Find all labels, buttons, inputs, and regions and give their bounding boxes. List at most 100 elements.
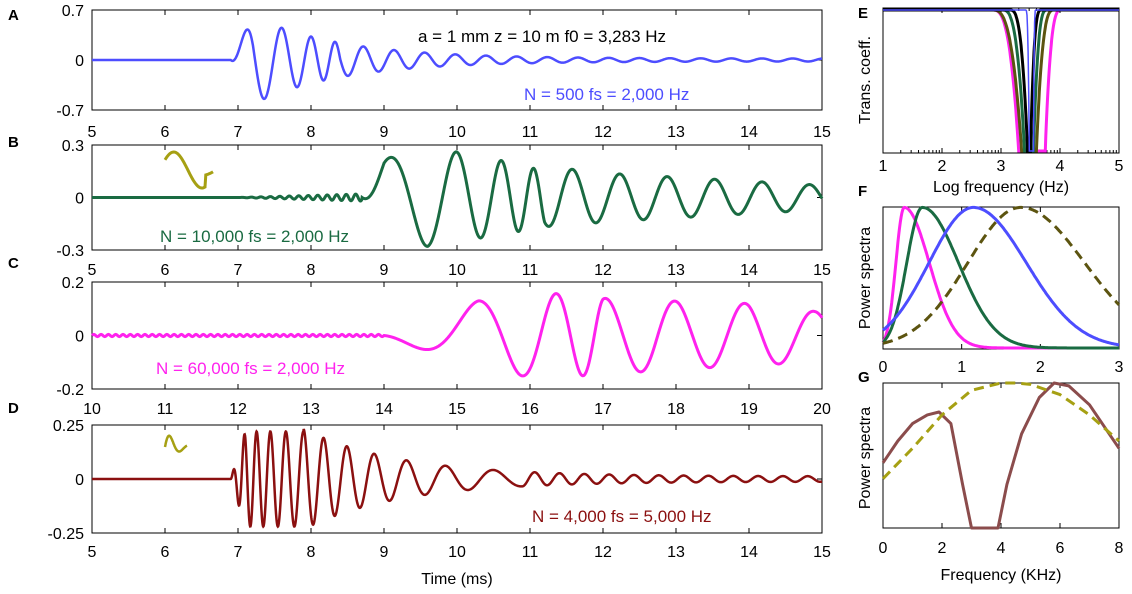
waveform-b: [92, 150, 824, 248]
y-tick-label-b: -0.3: [56, 243, 84, 260]
x-tick-label-a: 7: [234, 124, 243, 141]
x-tick-label-b: 6: [161, 262, 170, 279]
plot-frame-e: [882, 7, 1120, 154]
spectrum-blue: [882, 205, 1120, 347]
x-tick-label-a: 14: [740, 124, 758, 141]
x-tick-label-b: 13: [667, 262, 685, 279]
x-tick-label-g: 2: [938, 540, 947, 557]
transmission-curves: [883, 8, 1119, 153]
x-tick-label-a: 5: [88, 124, 97, 141]
panel-label-f: F: [858, 183, 867, 200]
y-tick-label-b: 0: [75, 191, 84, 208]
x-axis-label-e: Log frequency (Hz): [933, 179, 1069, 196]
panel-label-e: E: [858, 5, 868, 22]
x-tick-label-b: 8: [307, 262, 316, 279]
axis-ticks-a: 5 6 7 8 9 10 11 12 13 14 15 0.7 0 -0.7: [56, 3, 831, 141]
panel-g: G 0 2 4 6 8 Power spectra Frequency (KHz): [857, 369, 1124, 584]
trans-curve-magenta: [883, 8, 1119, 153]
x-tick-label-a: 6: [161, 124, 170, 141]
x-tick-label-c: 13: [302, 401, 320, 418]
x-tick-label-f: 2: [1036, 359, 1045, 376]
y-tick-label-b: 0.3: [62, 138, 84, 155]
x-tick-label-e: 2: [938, 158, 947, 175]
panel-c: C 10 11 12 13 14 15 16 17 18 19 20 0.2 0 -0.2 N = 60,…: [8, 255, 831, 418]
annotation-n-fs-c: N = 60,000 fs = 2,000 Hz: [156, 359, 345, 378]
x-tick-label-e: 1: [879, 158, 888, 175]
x-tick-label-c: 17: [594, 401, 612, 418]
x-tick-label-a: 13: [667, 124, 685, 141]
panel-e: E 1 2 3 4 5 Trans. coeff. Log frequency (Hz): [857, 5, 1124, 196]
x-tick-label-c: 18: [667, 401, 685, 418]
panel-label-b: B: [8, 134, 19, 151]
x-tick-label-e: 3: [997, 158, 1006, 175]
x-tick-label-c: 16: [521, 401, 539, 418]
spectrum-g-olive: [881, 381, 1120, 480]
x-tick-label-b: 15: [813, 262, 831, 279]
waveform-c: [90, 292, 824, 378]
y-tick-label-c: 0.2: [62, 275, 84, 292]
spectrum-darkolive: [882, 205, 1121, 345]
x-tick-label-b: 5: [88, 262, 97, 279]
x-tick-label-f: 1: [957, 359, 966, 376]
x-tick-label-d: 6: [161, 544, 170, 561]
spectra-curves-f: [881, 205, 1121, 350]
x-tick-label-a: 12: [594, 124, 612, 141]
x-tick-label-c: 11: [157, 401, 174, 418]
panel-label-c: C: [8, 255, 19, 272]
y-tick-label-c: 0: [75, 329, 84, 346]
x-tick-label-c: 10: [83, 401, 101, 418]
panel-b: B 5 6 7 8 9 10 11 12 13 14 15 0.3 0 -0.3 N = 10,000 f…: [8, 134, 831, 279]
panel-label-g: G: [858, 369, 870, 386]
x-tick-label-c: 14: [375, 401, 393, 418]
trans-curve-darkolive: [883, 8, 1119, 153]
axis-ticks-d: 5 6 7 8 9 10 11 12 13 14 15 0.25 0 -0.25: [48, 418, 831, 561]
x-tick-label-d: 10: [448, 544, 466, 561]
x-tick-label-a: 11: [522, 124, 539, 141]
trans-curve-blue: [883, 9, 1119, 152]
x-tick-label-b: 14: [740, 262, 758, 279]
annotation-params: a = 1 mm z = 10 m f0 = 3,283 Hz: [418, 27, 666, 46]
axis-ticks-e: 1 2 3 4 5: [879, 8, 1124, 175]
x-tick-label-a: 9: [380, 124, 389, 141]
trans-curve-green: [883, 8, 1119, 153]
x-axis-label-g: Frequency (KHz): [941, 567, 1062, 584]
inset-wavelet-b: [163, 150, 214, 190]
x-tick-label-c: 19: [740, 401, 758, 418]
y-tick-label-c: -0.2: [56, 382, 84, 399]
x-tick-label-b: 11: [522, 262, 539, 279]
x-tick-label-g: 4: [997, 540, 1006, 557]
waveform-a: [92, 26, 823, 101]
x-tick-label-d: 14: [740, 544, 758, 561]
x-tick-label-b: 7: [234, 262, 243, 279]
x-tick-label-c: 15: [448, 401, 466, 418]
x-tick-label-d: 13: [667, 544, 685, 561]
x-tick-label-b: 10: [448, 262, 466, 279]
x-tick-label-f: 3: [1115, 359, 1124, 376]
y-axis-label-e: Trans. coeff.: [857, 36, 874, 124]
spectrum-g-brown: [881, 381, 1121, 530]
annotation-n-fs-a: N = 500 fs = 2,000 Hz: [524, 85, 689, 104]
x-tick-label-b: 9: [380, 262, 389, 279]
panel-label-d: D: [8, 400, 19, 417]
annotation-n-fs-d: N = 4,000 fs = 5,000 Hz: [532, 507, 712, 526]
x-tick-label-c: 20: [813, 401, 831, 418]
y-tick-label-a: -0.7: [56, 103, 84, 120]
x-tick-label-d: 11: [522, 544, 539, 561]
x-tick-label-d: 15: [813, 544, 831, 561]
annotation-n-fs-b: N = 10,000 fs = 2,000 Hz: [160, 227, 349, 246]
x-tick-label-g: 6: [1056, 540, 1065, 557]
x-axis-label-d: Time (ms): [421, 571, 492, 588]
x-tick-label-a: 15: [813, 124, 831, 141]
x-tick-label-d: 9: [380, 544, 389, 561]
x-tick-label-e: 5: [1115, 158, 1124, 175]
x-tick-label-d: 12: [594, 544, 612, 561]
x-tick-label-g: 8: [1115, 540, 1124, 557]
y-tick-label-a: 0: [75, 53, 84, 70]
y-tick-label-a: 0.7: [62, 3, 84, 20]
panel-f: F 0 1 2 3 Power spectra: [857, 183, 1124, 376]
y-tick-label-d: 0: [75, 472, 84, 489]
trans-curve-black: [883, 8, 1119, 153]
x-tick-label-d: 7: [234, 544, 243, 561]
x-tick-label-d: 8: [307, 544, 316, 561]
